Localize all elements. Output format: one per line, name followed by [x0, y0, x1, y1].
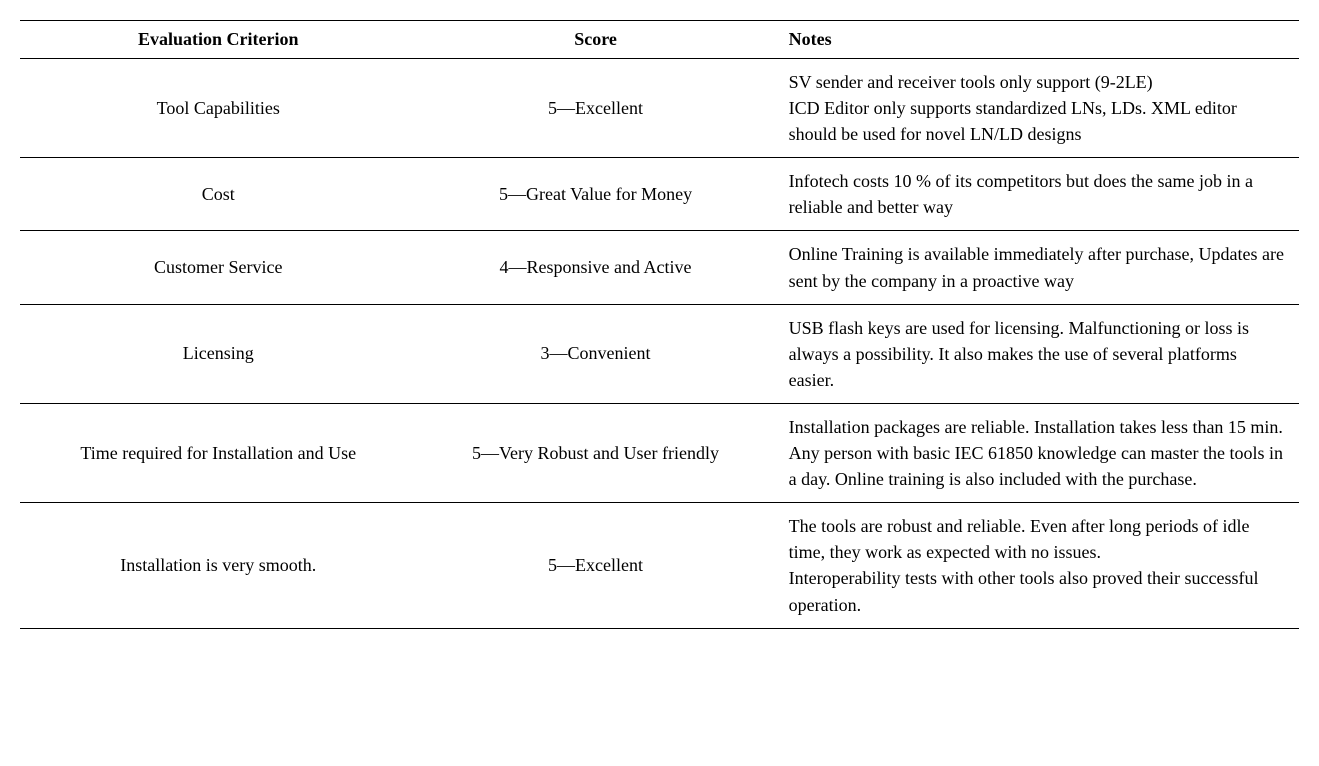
cell-criterion: Installation is very smooth.	[20, 503, 416, 628]
cell-score: 5—Excellent	[416, 503, 774, 628]
table-header-row: Evaluation Criterion Score Notes	[20, 21, 1299, 59]
cell-criterion: Licensing	[20, 304, 416, 403]
cell-notes: Installation packages are reliable. Inst…	[775, 403, 1299, 502]
table-row: Installation is very smooth. 5—Excellent…	[20, 503, 1299, 628]
evaluation-table: Evaluation Criterion Score Notes Tool Ca…	[20, 20, 1299, 629]
table-row: Licensing 3—Convenient USB flash keys ar…	[20, 304, 1299, 403]
cell-score: 4—Responsive and Active	[416, 231, 774, 304]
table-row: Tool Capabilities 5—Excellent SV sender …	[20, 59, 1299, 158]
cell-notes: SV sender and receiver tools only suppor…	[775, 59, 1299, 158]
cell-notes: The tools are robust and reliable. Even …	[775, 503, 1299, 628]
header-criterion: Evaluation Criterion	[20, 21, 416, 59]
cell-criterion: Time required for Installation and Use	[20, 403, 416, 502]
cell-score: 5—Very Robust and User friendly	[416, 403, 774, 502]
table-row: Cost 5—Great Value for Money Infotech co…	[20, 158, 1299, 231]
header-score: Score	[416, 21, 774, 59]
cell-criterion: Customer Service	[20, 231, 416, 304]
table-body: Tool Capabilities 5—Excellent SV sender …	[20, 59, 1299, 629]
cell-notes: Online Training is available immediately…	[775, 231, 1299, 304]
cell-criterion: Tool Capabilities	[20, 59, 416, 158]
cell-score: 3—Convenient	[416, 304, 774, 403]
table-row: Customer Service 4—Responsive and Active…	[20, 231, 1299, 304]
cell-score: 5—Great Value for Money	[416, 158, 774, 231]
cell-score: 5—Excellent	[416, 59, 774, 158]
cell-notes: Infotech costs 10 % of its competitors b…	[775, 158, 1299, 231]
cell-notes: USB flash keys are used for licensing. M…	[775, 304, 1299, 403]
cell-criterion: Cost	[20, 158, 416, 231]
header-notes: Notes	[775, 21, 1299, 59]
table-row: Time required for Installation and Use 5…	[20, 403, 1299, 502]
